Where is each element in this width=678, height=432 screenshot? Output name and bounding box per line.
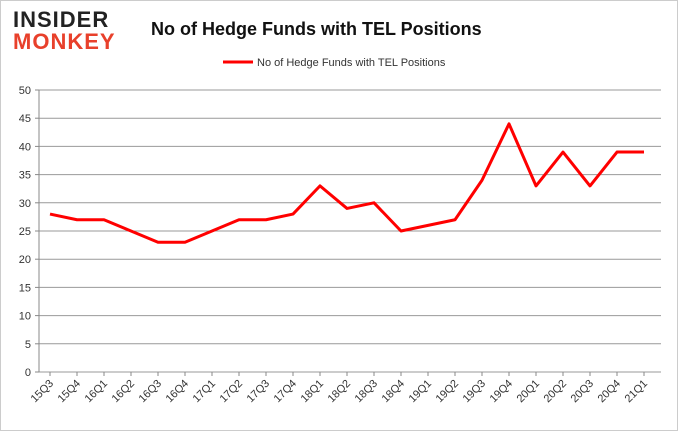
x-tick-label: 18Q1 [299, 378, 327, 406]
y-tick-label: 0 [25, 367, 31, 379]
x-tick-label: 17Q3 [245, 378, 273, 406]
x-tick-label: 20Q4 [596, 378, 624, 406]
y-tick-label: 35 [19, 170, 31, 182]
y-tick-label: 50 [19, 85, 31, 97]
y-tick-label: 10 [19, 311, 31, 323]
x-tick-label: 21Q1 [623, 378, 651, 406]
x-tick-label: 17Q1 [191, 378, 219, 406]
x-tick-label: 15Q4 [56, 378, 84, 406]
y-tick-label: 5 [25, 339, 31, 351]
x-tick-label: 19Q2 [434, 378, 462, 406]
x-tick-label: 18Q4 [380, 378, 408, 406]
y-tick-label: 45 [19, 113, 31, 125]
x-tick-label: 16Q3 [137, 378, 165, 406]
y-tick-label: 15 [19, 282, 31, 294]
x-tick-label: 18Q2 [326, 378, 354, 406]
x-tick-label: 18Q3 [353, 378, 381, 406]
legend-label: No of Hedge Funds with TEL Positions [257, 57, 446, 69]
series-line [50, 124, 644, 242]
x-tick-label: 16Q2 [110, 378, 138, 406]
x-tick-label: 17Q4 [272, 378, 300, 406]
x-tick-label: 16Q1 [83, 378, 111, 406]
x-tick-label: 20Q3 [569, 378, 597, 406]
x-tick-label: 15Q3 [29, 378, 57, 406]
x-tick-label: 19Q3 [461, 378, 489, 406]
x-tick-label: 20Q1 [515, 378, 543, 406]
y-tick-label: 20 [19, 254, 31, 266]
x-tick-label: 19Q1 [407, 378, 435, 406]
y-tick-label: 30 [19, 198, 31, 210]
y-tick-label: 40 [19, 141, 31, 153]
x-tick-label: 20Q2 [542, 378, 570, 406]
x-tick-label: 16Q4 [164, 378, 192, 406]
x-tick-label: 19Q4 [488, 378, 516, 406]
y-tick-label: 25 [19, 226, 31, 238]
x-tick-label: 17Q2 [218, 378, 246, 406]
